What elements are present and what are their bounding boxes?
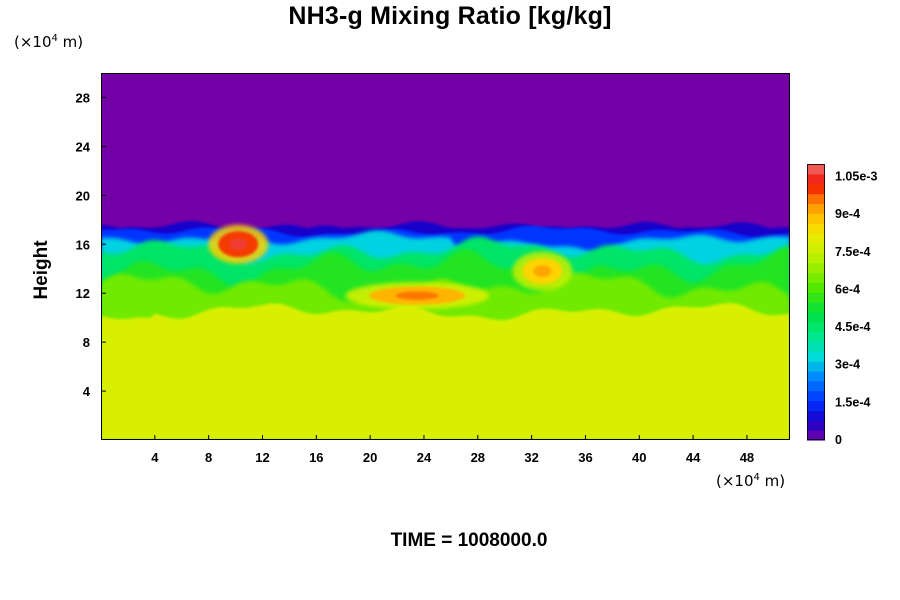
colorbar-swatch (807, 311, 825, 323)
x-tick-label: 40 (632, 450, 646, 465)
y-tick-label: 24 (76, 139, 91, 154)
x-tick-label: 28 (471, 450, 485, 465)
colorbar-swatch (807, 282, 825, 293)
colorbar-swatch (807, 193, 825, 205)
colorbar-swatch (807, 203, 825, 214)
colorbar-swatch (807, 390, 825, 402)
y-tick-label: 8 (83, 335, 90, 350)
x-tick-label: 12 (255, 450, 269, 465)
colorbar-label: 7.5e-4 (835, 245, 870, 259)
colorbar-swatch (807, 292, 825, 303)
colorbar-swatch (807, 164, 825, 175)
x-tick-label: 44 (686, 450, 701, 465)
colorbar-swatch (807, 400, 825, 412)
colorbar-swatch (807, 341, 825, 352)
colorbar-swatch (807, 321, 825, 333)
colorbar-swatch (807, 272, 825, 283)
colorbar-label: 9e-4 (835, 207, 860, 221)
colorbar-swatch (807, 252, 825, 264)
colorbar-swatch (807, 173, 825, 185)
field-max-peak (533, 265, 552, 278)
heatmap-field (101, 73, 790, 440)
y-axis: 4 8 12 16 20 24 28 (76, 90, 106, 399)
x-tick-label: 16 (309, 450, 323, 465)
y-tick-label: 20 (76, 188, 90, 203)
colorbar-swatch (807, 213, 825, 224)
colorbar-swatch (807, 410, 825, 421)
colorbar-label: 3e-4 (835, 358, 860, 372)
x-tick-label: 8 (205, 450, 212, 465)
colorbar-swatch (807, 380, 825, 392)
field-lower-layer (101, 303, 790, 440)
x-tick-label: 36 (578, 450, 592, 465)
x-tick-label: 48 (740, 450, 754, 465)
time-label: TIME = 1008000.0 (390, 530, 548, 551)
x-tick-label: 32 (524, 450, 538, 465)
y-tick-label: 16 (76, 237, 90, 252)
colorbar-swatch (807, 223, 825, 234)
colorbar-frame (807, 164, 825, 440)
plot-frame (101, 73, 790, 440)
colorbar-label: 0 (835, 433, 842, 447)
colorbar-swatch (807, 183, 825, 195)
x-axis: 4 8 12 16 20 24 28 32 36 40 44 48 (151, 435, 754, 465)
colorbar-label: 4.5e-4 (835, 320, 870, 334)
colorbar: 0 1.5e-4 3e-4 4.5e-4 6e-4 7.5e-4 9e-4 1.05e-3 (807, 164, 877, 447)
colorbar-swatch (807, 302, 825, 313)
x-tick-label: 24 (417, 450, 432, 465)
colorbar-swatch (807, 420, 825, 431)
colorbar-swatch (807, 361, 825, 372)
field-max-peak (395, 291, 439, 300)
colorbar-swatch (807, 371, 825, 382)
x-tick-label: 20 (363, 450, 377, 465)
x-tick-label: 4 (151, 450, 159, 465)
colorbar-swatch (807, 430, 825, 441)
colorbar-label: 6e-4 (835, 282, 860, 296)
colorbar-swatch (807, 242, 825, 254)
colorbar-swatch (807, 331, 825, 343)
colorbar-swatch (807, 351, 825, 362)
y-tick-label: 12 (76, 286, 90, 301)
colorbar-label: 1.05e-3 (835, 170, 877, 184)
colorbar-swatch (807, 233, 825, 244)
colorbar-swatch (807, 262, 825, 274)
colorbar-label: 1.5e-4 (835, 395, 870, 409)
y-tick-label: 4 (83, 384, 91, 399)
field-max-peak (229, 238, 248, 251)
y-axis-unit: (×104 m) (14, 33, 84, 51)
y-tick-label: 28 (76, 90, 90, 105)
x-axis-unit: (×104 m) (716, 472, 786, 490)
chart-title: NH3-g Mixing Ratio [kg/kg] (288, 2, 612, 30)
